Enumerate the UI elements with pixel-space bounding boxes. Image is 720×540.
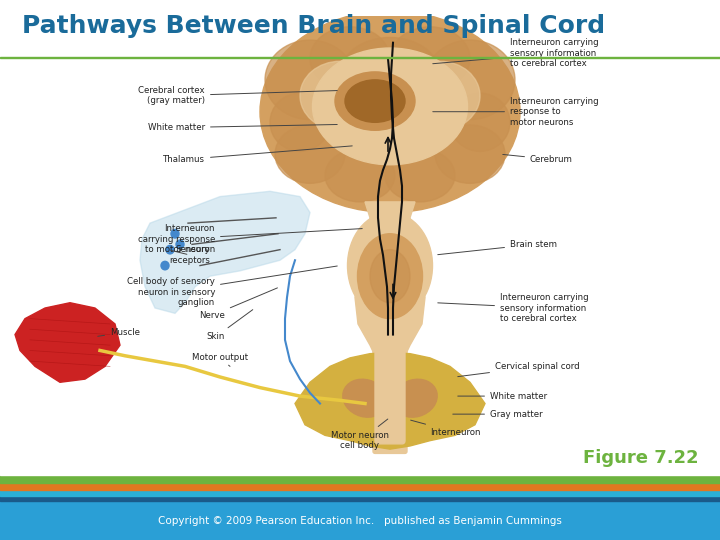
Ellipse shape	[358, 234, 423, 319]
Ellipse shape	[345, 80, 405, 123]
FancyBboxPatch shape	[373, 322, 407, 454]
Text: Cerebrum: Cerebrum	[503, 154, 573, 164]
Text: Brain stem: Brain stem	[438, 240, 557, 255]
Ellipse shape	[300, 62, 380, 130]
Polygon shape	[140, 191, 310, 313]
Text: Pathways Between Brain and Spinal Cord: Pathways Between Brain and Spinal Cord	[22, 14, 605, 37]
Text: Interneuron: Interneuron	[410, 420, 480, 437]
FancyBboxPatch shape	[375, 347, 405, 444]
Polygon shape	[15, 303, 120, 382]
Text: Sensory
receptors: Sensory receptors	[169, 245, 210, 265]
Text: Interneuron carrying
response to
motor neurons: Interneuron carrying response to motor n…	[433, 97, 598, 126]
Ellipse shape	[390, 27, 470, 91]
Text: Copyright © 2009 Pearson Education Inc.   published as Benjamin Cummings: Copyright © 2009 Pearson Education Inc. …	[158, 516, 562, 525]
Circle shape	[176, 240, 184, 248]
Text: Muscle: Muscle	[98, 328, 140, 337]
Polygon shape	[355, 202, 425, 409]
Ellipse shape	[400, 62, 480, 130]
Text: Interneuron carrying
sensory information
to cerebral cortex: Interneuron carrying sensory information…	[438, 293, 589, 323]
Ellipse shape	[348, 213, 433, 319]
Text: Motor output: Motor output	[192, 353, 248, 366]
Ellipse shape	[275, 125, 345, 184]
Ellipse shape	[370, 249, 410, 303]
Text: Motor neuron
cell body: Motor neuron cell body	[331, 419, 389, 450]
Ellipse shape	[335, 72, 415, 130]
Ellipse shape	[265, 40, 355, 120]
Text: Interneuron carrying
sensory information
to cerebral cortex: Interneuron carrying sensory information…	[433, 38, 598, 68]
Circle shape	[166, 245, 174, 254]
Text: White matter: White matter	[148, 123, 337, 132]
Ellipse shape	[393, 379, 437, 417]
Text: Cell body of sensory
neuron in sensory
ganglion: Cell body of sensory neuron in sensory g…	[127, 266, 337, 307]
Ellipse shape	[312, 48, 467, 165]
Circle shape	[171, 230, 179, 238]
Ellipse shape	[325, 149, 395, 202]
Ellipse shape	[340, 37, 440, 112]
Polygon shape	[295, 353, 485, 449]
Ellipse shape	[385, 149, 455, 202]
Ellipse shape	[260, 11, 520, 213]
Ellipse shape	[270, 93, 330, 152]
Text: Cervical spinal cord: Cervical spinal cord	[458, 362, 580, 376]
Text: White matter: White matter	[458, 392, 547, 401]
Ellipse shape	[450, 93, 510, 152]
Ellipse shape	[358, 88, 392, 114]
Ellipse shape	[343, 379, 387, 417]
Circle shape	[161, 261, 169, 270]
Text: Cerebral cortex
(gray matter): Cerebral cortex (gray matter)	[138, 86, 337, 105]
Ellipse shape	[435, 125, 505, 184]
Ellipse shape	[376, 374, 404, 411]
Text: Thalamus: Thalamus	[163, 146, 352, 164]
Ellipse shape	[375, 378, 405, 419]
Ellipse shape	[310, 27, 390, 91]
Text: Nerve: Nerve	[199, 288, 277, 320]
Text: Gray matter: Gray matter	[453, 410, 543, 418]
Text: Interneuron
carrying response
to motor neuron: Interneuron carrying response to motor n…	[138, 224, 362, 254]
Text: Figure 7.22: Figure 7.22	[582, 449, 698, 467]
Text: Skin: Skin	[207, 309, 253, 341]
Ellipse shape	[425, 40, 515, 120]
